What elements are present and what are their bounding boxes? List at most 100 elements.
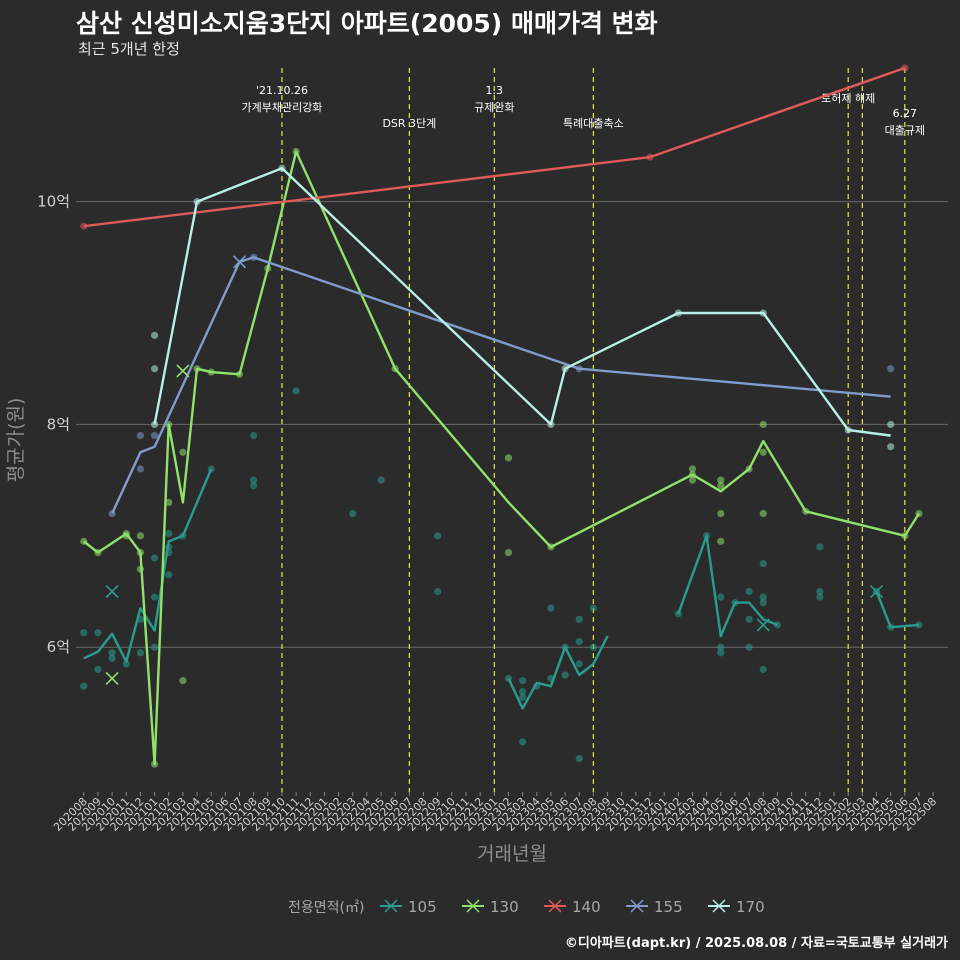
data-point <box>717 649 725 657</box>
data-point <box>745 587 753 596</box>
x-tick-layer: 2020082020092020102020112020122021012021… <box>51 792 939 834</box>
cancelled-marker <box>105 584 119 599</box>
data-point <box>717 537 725 545</box>
data-point <box>377 476 385 484</box>
data-point <box>759 593 767 601</box>
chart-title: 삼산 신성미소지움3단지 아파트(2005) 매매가격 변화 <box>76 9 658 38</box>
data-point <box>179 448 187 456</box>
series-line-155 <box>111 256 891 515</box>
legend-swatch-mark <box>384 899 398 913</box>
data-point <box>759 560 767 568</box>
event-label: '21.10.26 <box>256 84 308 97</box>
data-point <box>547 604 555 612</box>
y-tick-label: 6억 <box>47 638 70 656</box>
data-point <box>745 615 753 623</box>
data-point <box>94 665 102 674</box>
event-label: 토허제 해제 <box>821 91 875 105</box>
data-point <box>519 688 527 696</box>
legend-label: 155 <box>654 898 683 916</box>
data-point <box>165 498 173 506</box>
event-label: 가계부채관리강화 <box>241 101 322 114</box>
data-point <box>504 454 513 462</box>
data-point <box>150 593 159 601</box>
data-point <box>575 754 583 763</box>
cancelled-marker <box>756 618 770 632</box>
data-point <box>519 693 527 701</box>
line-layer <box>83 66 921 766</box>
event-label: 대출규제 <box>885 124 925 137</box>
data-point <box>136 649 145 657</box>
y-tick-label: 8억 <box>47 415 70 433</box>
data-point <box>349 509 357 518</box>
data-point <box>80 682 88 690</box>
cancelled-marker <box>869 584 884 599</box>
data-point <box>250 482 258 490</box>
data-point <box>717 593 725 601</box>
source-caption: ©디아파트(dapt.kr) / 2025.08.08 / 자료=국토교통부 실… <box>564 936 948 951</box>
data-point <box>575 660 583 668</box>
data-point <box>589 643 597 651</box>
data-point <box>519 738 527 746</box>
event-label: DSR 3단계 <box>382 117 436 130</box>
legend-label: 105 <box>408 898 437 916</box>
data-point <box>745 643 753 651</box>
data-point <box>136 465 145 473</box>
data-point <box>688 465 697 473</box>
legend-label: 130 <box>490 898 519 916</box>
data-point <box>434 587 442 596</box>
chart-subtitle: 최근 5개년 한정 <box>78 40 180 58</box>
series-line-140 <box>83 66 906 228</box>
data-point <box>759 448 767 456</box>
data-point <box>150 365 159 373</box>
data-point <box>717 482 725 490</box>
series-line-170 <box>153 167 891 437</box>
data-point <box>150 554 159 562</box>
data-point <box>887 365 895 373</box>
legend-title: 전용면적(㎡) <box>288 900 364 916</box>
y-tick-label: 10억 <box>37 193 70 211</box>
data-point <box>165 571 173 579</box>
data-point <box>94 629 102 637</box>
data-point <box>575 638 583 646</box>
data-point <box>575 615 583 623</box>
data-point <box>717 509 725 518</box>
legend-swatch-mark <box>548 899 562 913</box>
series-line-130 <box>83 150 921 766</box>
data-point <box>717 476 725 484</box>
data-point <box>108 649 116 657</box>
legend-swatch-mark <box>466 899 480 913</box>
cancelled-marker <box>105 671 119 685</box>
data-point <box>816 593 824 601</box>
event-label: 규제완화 <box>474 101 514 114</box>
legend-label: 170 <box>736 898 765 916</box>
data-point <box>519 677 527 685</box>
data-point <box>688 476 697 484</box>
data-point <box>504 548 513 557</box>
data-point <box>250 431 258 440</box>
cancel-layer <box>105 255 884 685</box>
data-point <box>759 665 767 674</box>
data-point <box>561 671 569 679</box>
grid-layer <box>76 201 948 648</box>
data-point <box>122 660 130 668</box>
data-point <box>816 543 824 551</box>
cancelled-marker <box>176 364 190 378</box>
legend-label: 140 <box>572 898 601 916</box>
event-label: 6.27 <box>893 107 918 120</box>
data-point <box>136 532 145 540</box>
data-point <box>759 420 767 429</box>
y-axis-label: 평균가(원) <box>5 398 27 483</box>
data-point <box>150 331 159 339</box>
data-point <box>108 654 116 662</box>
data-point <box>150 420 159 429</box>
data-point <box>136 431 145 440</box>
data-point <box>165 529 173 538</box>
data-point <box>759 509 767 518</box>
series-line-105 <box>83 468 920 710</box>
data-point <box>150 431 159 440</box>
data-point <box>80 629 88 637</box>
event-label: 1.3 <box>486 84 504 97</box>
data-point <box>80 222 88 230</box>
data-point <box>589 604 597 612</box>
